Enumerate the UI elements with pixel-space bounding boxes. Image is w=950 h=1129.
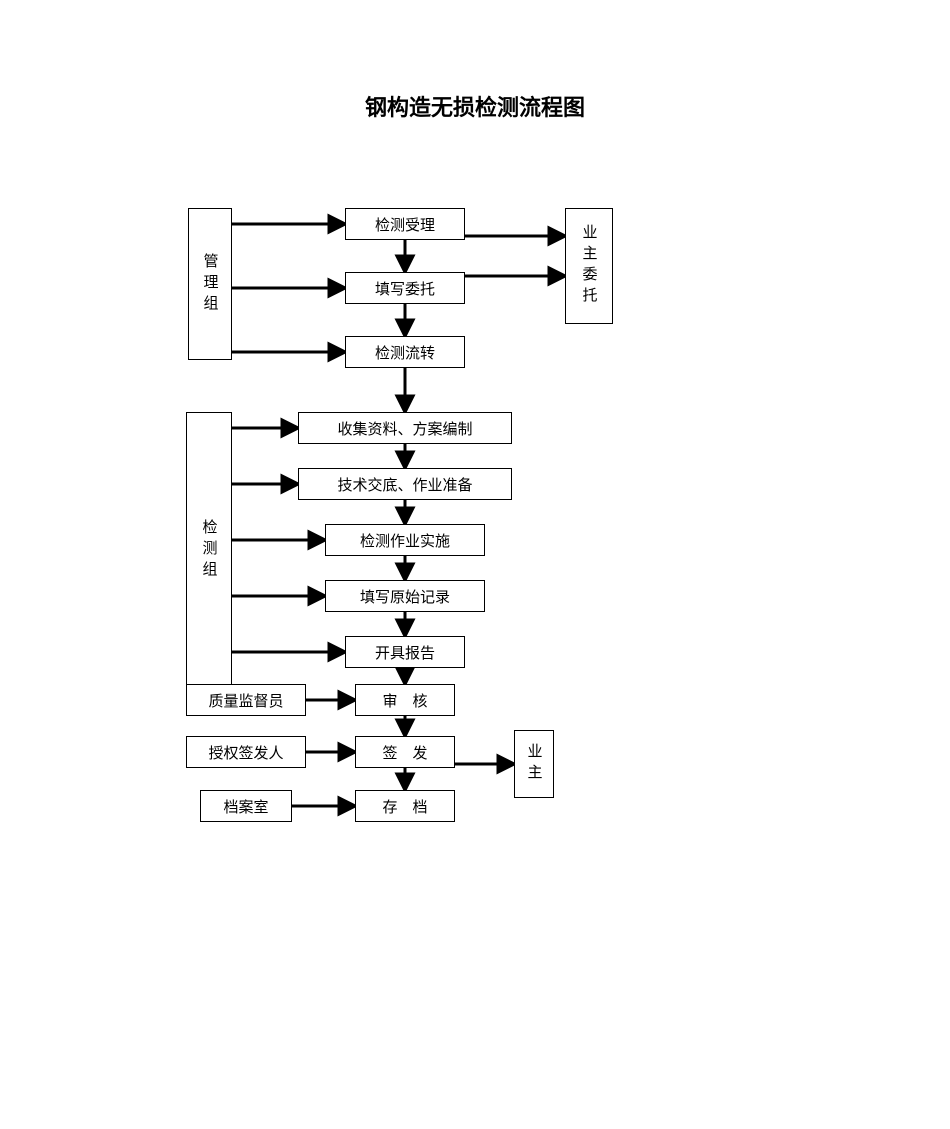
node-n2: 填写委托: [345, 272, 465, 304]
node-n1: 检测受理: [345, 208, 465, 240]
node-n10: 签 发: [355, 736, 455, 768]
node-n11: 存 档: [355, 790, 455, 822]
node-arch: 档案室: [200, 790, 292, 822]
node-n3: 检测流转: [345, 336, 465, 368]
node-n6: 检测作业实施: [325, 524, 485, 556]
node-n4: 收集资料、方案编制: [298, 412, 512, 444]
node-n5: 技术交底、作业准备: [298, 468, 512, 500]
flowchart-edges: [0, 0, 950, 1129]
node-owner2: 业主: [514, 730, 554, 798]
page-title: 钢构造无损检测流程图: [0, 90, 950, 122]
node-mgmt: 管理组: [188, 208, 232, 360]
node-auth: 授权签发人: [186, 736, 306, 768]
node-n9: 审 核: [355, 684, 455, 716]
node-qc: 质量监督员: [186, 684, 306, 716]
node-n8: 开具报告: [345, 636, 465, 668]
node-insp: 检测组: [186, 412, 232, 688]
node-owner1: 业主委托: [565, 208, 613, 324]
node-n7: 填写原始记录: [325, 580, 485, 612]
